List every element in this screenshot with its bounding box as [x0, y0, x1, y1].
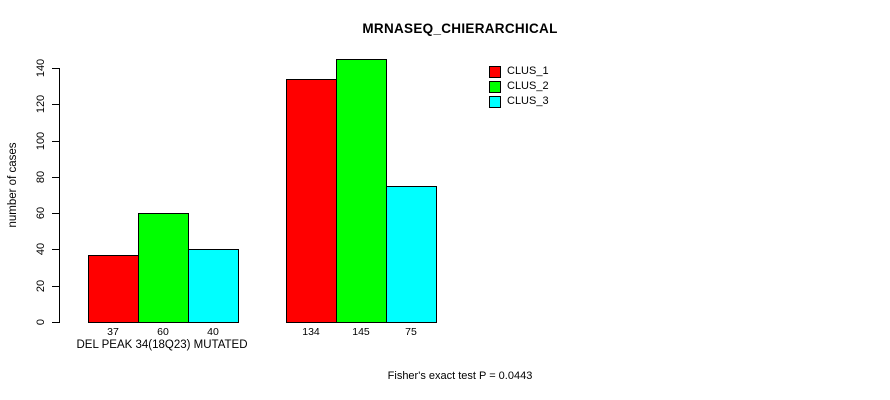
bar-value-label: 134: [302, 326, 320, 338]
y-axis-tick: [52, 68, 59, 69]
y-axis-tick-label: 60: [35, 206, 47, 220]
y-axis-tick-label: 120: [35, 94, 47, 114]
bar-clus_1-group2: [286, 79, 337, 323]
legend-label: CLUS_3: [507, 95, 549, 107]
bar-value-label: 37: [107, 326, 119, 338]
chart-title: MRNASEQ_CHIERARCHICAL: [362, 21, 558, 36]
y-axis-tick-label: 100: [35, 131, 47, 151]
y-axis-tick: [52, 322, 59, 323]
bar-value-label: 75: [405, 326, 417, 338]
y-axis-tick: [52, 177, 59, 178]
y-axis-tick-label: 40: [35, 242, 47, 256]
y-axis-tick: [52, 249, 59, 250]
bar-value-label: 40: [207, 326, 219, 338]
bar-value-label: 145: [352, 326, 370, 338]
bar-clus_3-group2: [386, 186, 437, 323]
y-axis-tick: [52, 141, 59, 142]
bar-clus_2-group1: [138, 213, 189, 323]
legend-swatch-clus_2: [489, 81, 501, 93]
y-axis-label: number of cases: [7, 142, 19, 228]
y-axis-tick-label: 20: [35, 279, 47, 293]
bar-clus_3-group1: [188, 249, 239, 323]
legend-label: CLUS_1: [507, 65, 549, 77]
y-axis-tick: [52, 104, 59, 105]
legend-swatch-clus_1: [489, 66, 501, 78]
y-axis-tick-label: 140: [35, 58, 47, 78]
y-axis-tick: [52, 213, 59, 214]
footer-caption: Fisher's exact test P = 0.0443: [387, 370, 533, 382]
y-axis-tick-label: 0: [35, 318, 47, 326]
bar-clus_2-group2: [336, 59, 387, 323]
bar-value-label: 60: [157, 326, 169, 338]
y-axis-line: [59, 68, 60, 323]
bar-clus_1-group1: [88, 255, 139, 323]
legend-swatch-clus_3: [489, 96, 501, 108]
legend-label: CLUS_2: [507, 80, 549, 92]
y-axis-tick: [52, 286, 59, 287]
y-axis-tick-label: 80: [35, 170, 47, 184]
x-axis-group-label: DEL PEAK 34(18Q23) MUTATED: [76, 339, 248, 351]
